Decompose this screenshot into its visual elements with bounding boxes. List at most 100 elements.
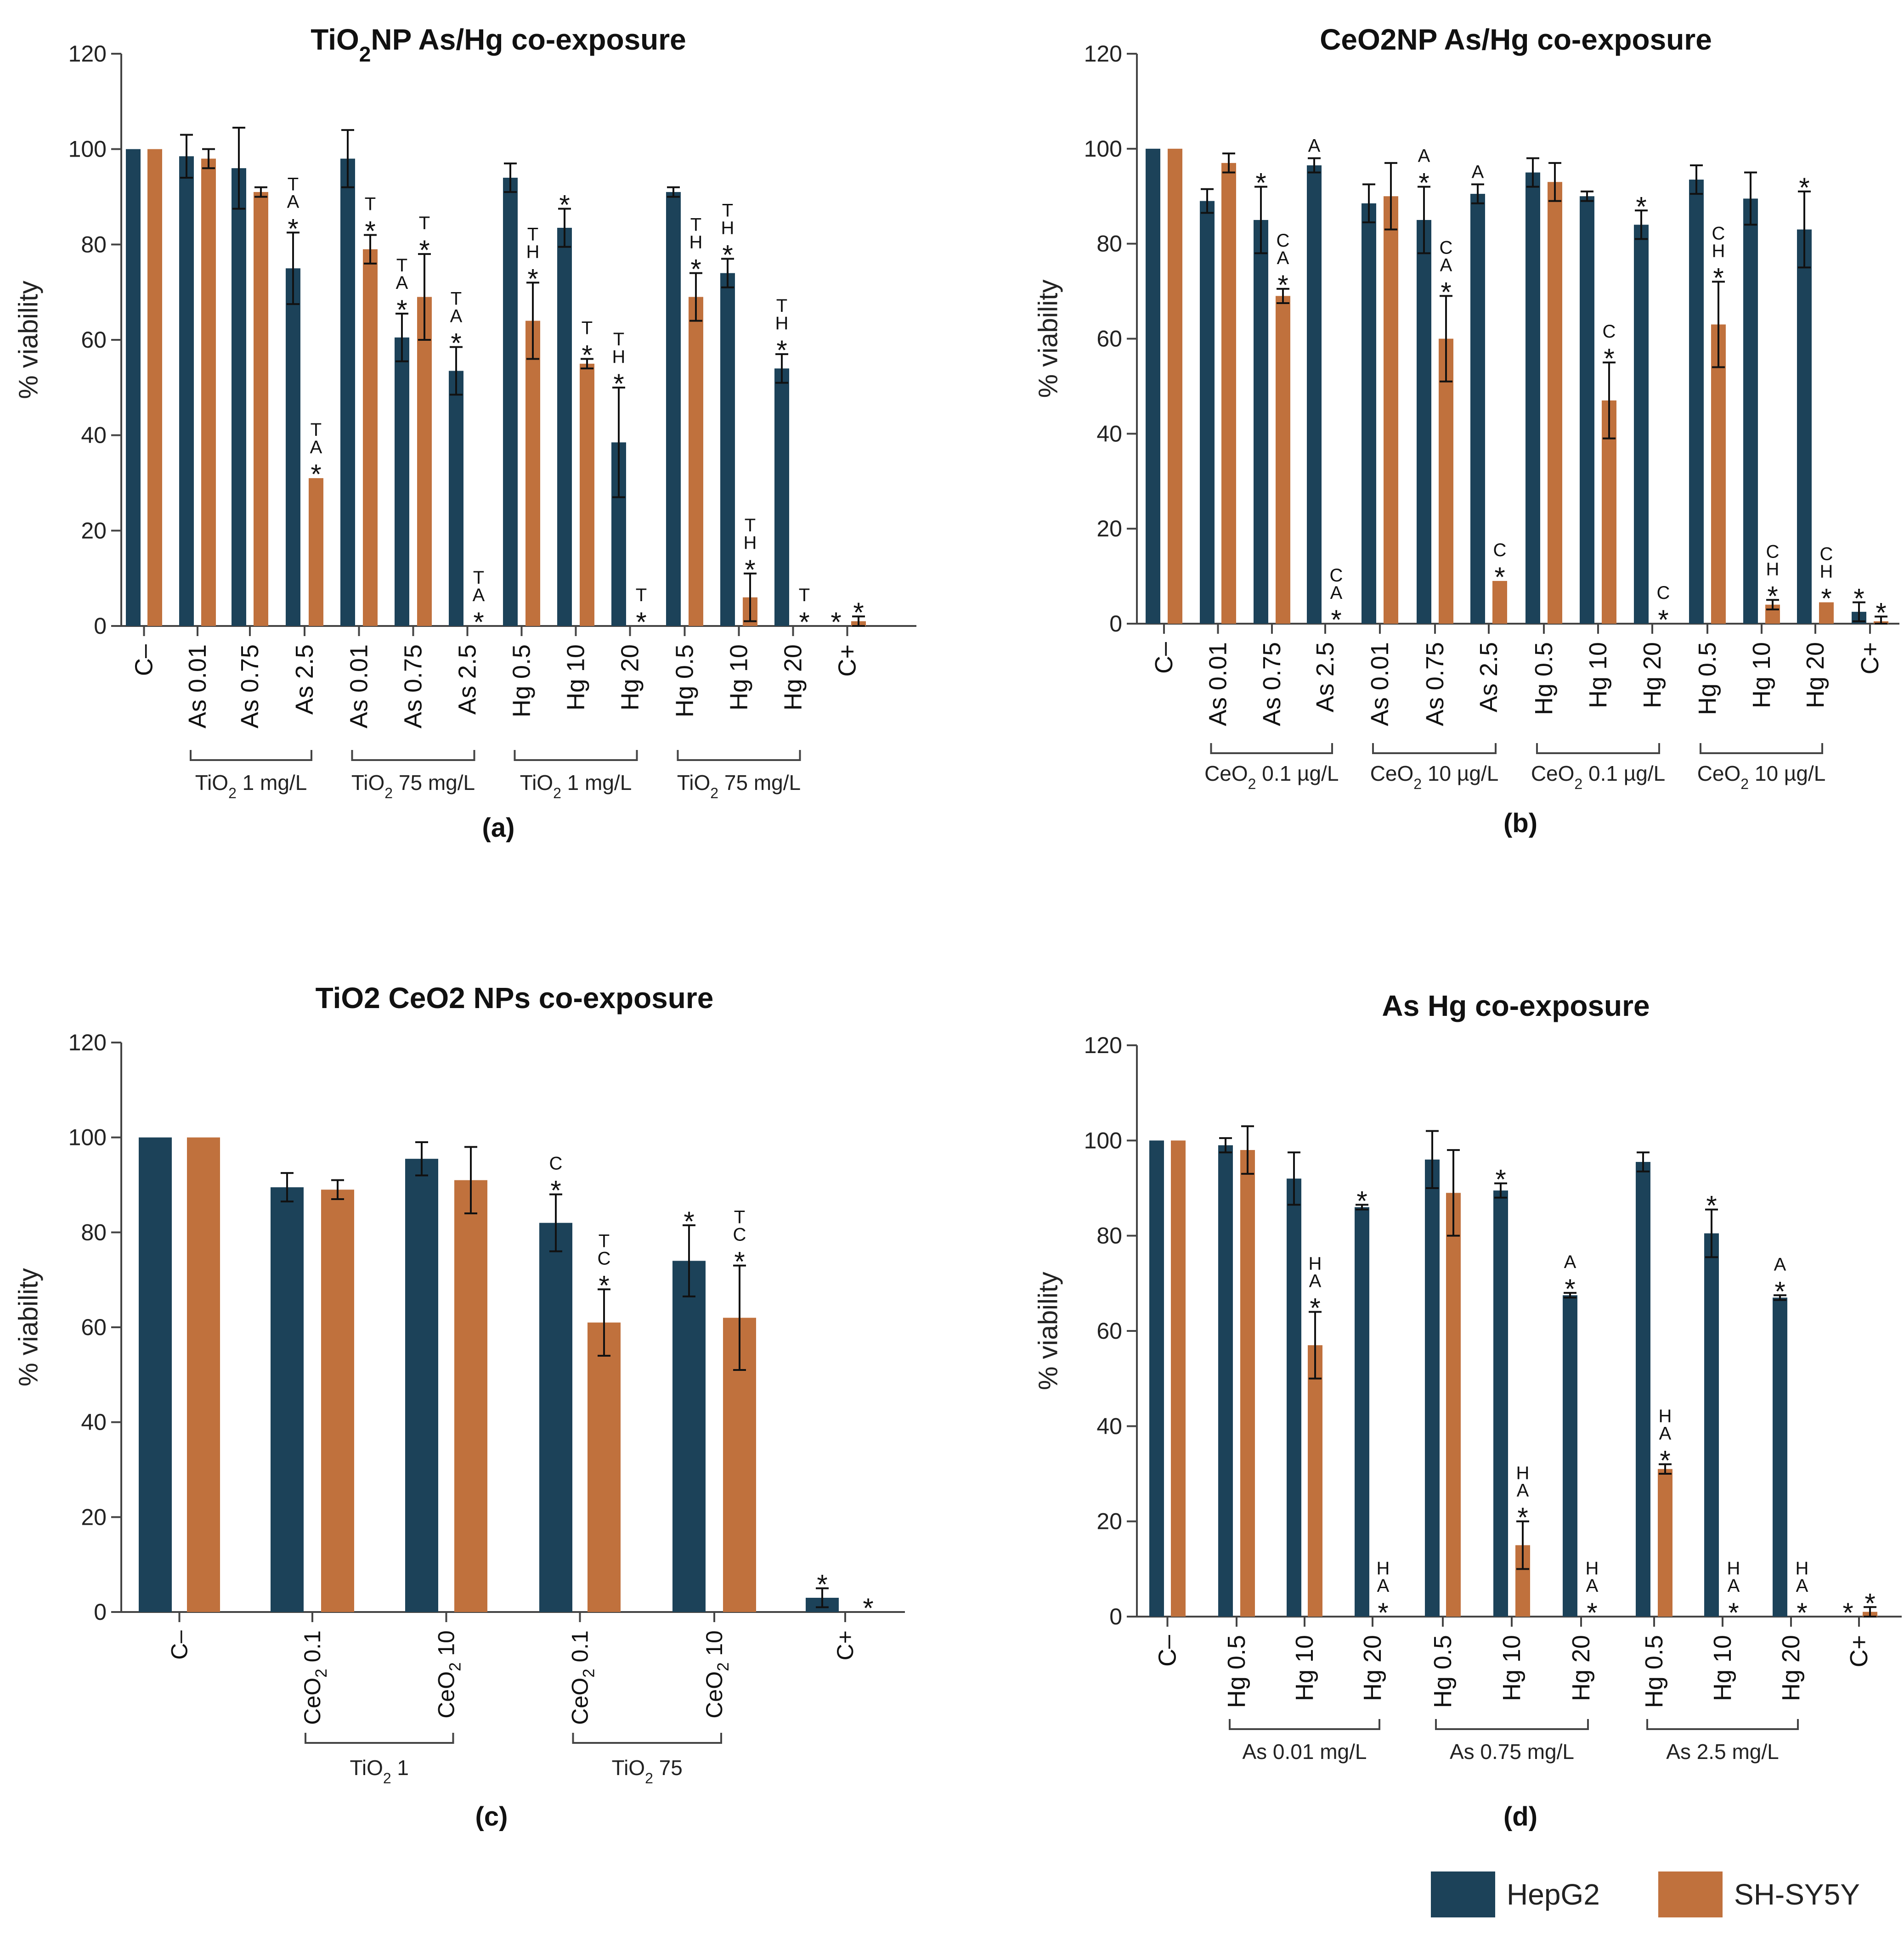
y-tick-label: 100 [68, 136, 107, 162]
significance-mark: A [450, 306, 463, 327]
significance-label: *HT [744, 515, 757, 585]
significance-mark: H [526, 242, 540, 262]
significance-mark: T [776, 296, 787, 316]
significance-mark: A [1659, 1423, 1672, 1443]
significance-mark: C [733, 1225, 746, 1245]
significance-mark: * [451, 328, 461, 359]
x-tick-label: Hg 0.5 [1223, 1635, 1250, 1708]
x-tick-label-text: Hg 20 [1359, 1635, 1386, 1701]
y-tick-label: 0 [94, 1599, 107, 1625]
legend-shsy5y: SH-SY5Y [1658, 1871, 1860, 1917]
x-tick-label-text: CeO2 0.1 [567, 1630, 598, 1725]
x-tick-label-text-subscript: 2 [446, 1663, 464, 1671]
y-tick-label: 80 [1096, 231, 1122, 257]
significance-label: * [684, 1206, 694, 1237]
significance-label: * [1255, 168, 1266, 198]
x-tick-label: Hg 20 [1567, 1635, 1595, 1701]
bar-shsy5y [1384, 196, 1398, 624]
group-bracket-line [351, 750, 475, 761]
bar-shsy5y [454, 1180, 487, 1612]
bar-hepg2 [449, 371, 463, 626]
x-tick-label-text: Hg 0.5 [1530, 642, 1558, 715]
y-axis-label-d: % viability [1034, 1272, 1063, 1390]
significance-label: *T [636, 585, 647, 637]
significance-mark: T [451, 289, 462, 309]
x-tick-label: Hg 0.5 [1429, 1635, 1457, 1708]
significance-mark: A [473, 585, 485, 605]
bar-shsy5y [309, 478, 323, 626]
bar-shsy5y [588, 1322, 621, 1612]
group-label: CeO2 0.1 µg/L [1531, 761, 1665, 792]
group-label-part: 75 mg/L [393, 771, 475, 795]
x-tick-label-text-part: CeO [434, 1671, 459, 1719]
significance-label: *HT [689, 215, 703, 285]
legend-hepg2: HepG2 [1431, 1871, 1600, 1917]
bar-hepg2 [286, 268, 300, 626]
x-tick-label: CeO2 10 [434, 1630, 464, 1719]
chart-title-a-part: NP As/Hg co-exposure [371, 23, 686, 56]
chart-panel-a: TiO2NP As/Hg co-exposure020406080100120%… [14, 23, 916, 843]
x-tick-label-text-part: CeO [567, 1678, 593, 1725]
significance-mark: H [1516, 1463, 1530, 1483]
significance-mark: * [1565, 1274, 1575, 1304]
bar-shsy5y [1548, 182, 1562, 624]
significance-mark: * [419, 235, 429, 265]
group-label-part: 1 mg/L [561, 771, 632, 795]
bar-hepg2 [232, 168, 246, 626]
x-tick-label: As 2.5 [291, 644, 318, 715]
significance-mark: T [365, 194, 376, 214]
significance-mark: T [419, 213, 430, 233]
x-tick-label: C+ [834, 644, 861, 677]
significance-mark: * [1713, 262, 1723, 293]
group-label: TiO2 1 [350, 1756, 409, 1787]
group-label-part: 10 µg/L [1422, 761, 1498, 785]
significance-label: *AT [287, 174, 299, 244]
group-label-subscript: 2 [1248, 776, 1256, 792]
x-tick-label: Hg 10 [1291, 1635, 1318, 1701]
x-tick-label-text-subscript: 2 [312, 1668, 330, 1677]
group-label-subscript: 2 [710, 785, 718, 801]
significance-label: *AH [1796, 1558, 1809, 1628]
group-label-part: CeO [1697, 761, 1741, 785]
significance-mark: * [1728, 1597, 1739, 1628]
x-tick-label-text: Hg 0.5 [1223, 1635, 1250, 1708]
bar-hepg2 [1417, 220, 1431, 624]
x-tick-label-text: Hg 0.5 [1640, 1635, 1668, 1708]
significance-mark: * [527, 263, 538, 294]
significance-mark: * [1853, 583, 1864, 614]
y-tick-label: 100 [68, 1125, 107, 1150]
significance-mark: * [550, 1175, 561, 1206]
significance-label: *T [419, 213, 430, 265]
significance-mark: * [1418, 168, 1429, 198]
x-tick-label: As 0.01 [1366, 642, 1394, 726]
group-label-part: TiO [677, 771, 710, 795]
bar-hepg2 [720, 273, 735, 626]
group-label-subscript: 2 [645, 1770, 653, 1787]
bar-shsy5y [187, 1137, 220, 1612]
x-tick-label: Hg 0.5 [1694, 642, 1721, 715]
bar-shsy5y [1658, 1469, 1672, 1617]
x-tick-label: Hg 10 [1748, 642, 1775, 708]
x-tick-label-text: As 0.75 [1421, 642, 1449, 726]
x-tick-label-text: Hg 0.5 [1429, 1635, 1457, 1708]
x-tick-label: As 0.75 [236, 644, 264, 728]
bar-hepg2 [672, 1261, 706, 1612]
x-tick-label: CeO2 0.1 [299, 1630, 330, 1725]
group-label-part: 1 [391, 1756, 409, 1780]
bar-hepg2 [340, 158, 355, 626]
bar-shsy5y [1308, 1345, 1322, 1617]
bar-hepg2 [395, 337, 409, 626]
group-label: TiO2 75 mg/L [351, 771, 475, 801]
bar-shsy5y [417, 297, 432, 626]
group-bracket: TiO2 1 mg/L [190, 750, 312, 801]
group-bracket-line [1210, 743, 1333, 754]
group-bracket: As 0.75 mg/L [1435, 1719, 1589, 1764]
group-label: CeO2 10 µg/L [1697, 761, 1826, 792]
y-tick-label: 80 [81, 231, 107, 257]
x-tick-label-text: C+ [1845, 1635, 1873, 1668]
significance-mark: * [1356, 1185, 1367, 1216]
significance-mark: * [1277, 270, 1288, 300]
significance-mark: * [1799, 172, 1809, 203]
x-tick-label-text-subscript: 2 [580, 1668, 598, 1677]
significance-mark: A [1308, 136, 1321, 156]
